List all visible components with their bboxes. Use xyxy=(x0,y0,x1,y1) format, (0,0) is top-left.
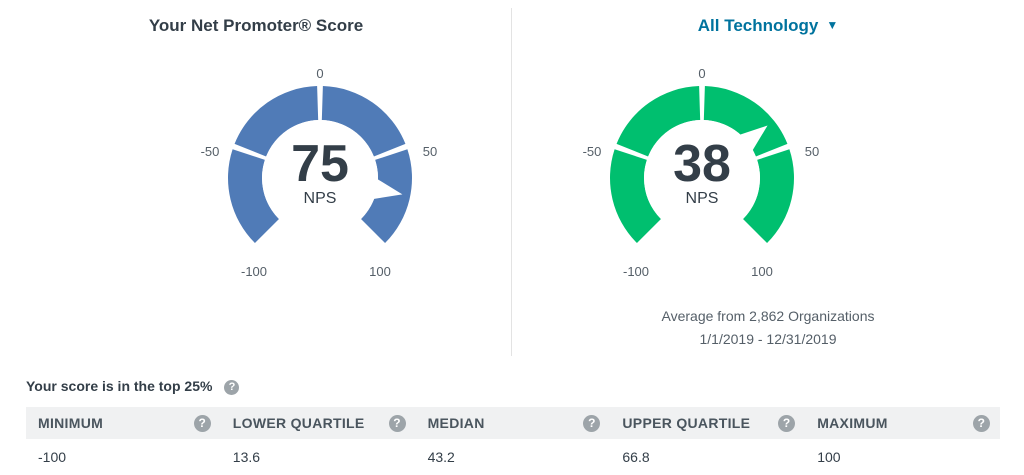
industry-dropdown-label: All Technology xyxy=(697,16,819,35)
gauge-tick-zero: 0 xyxy=(316,66,324,81)
header-minimum: MINIMUM? xyxy=(26,407,221,439)
gauge-tick-min: -100 xyxy=(240,264,268,279)
benchmark-panel: All Technology ▼ 0 -50 50 -100 100 38 NPS… xyxy=(512,0,1024,360)
quartile-table: MINIMUM? LOWER QUARTILE? MEDIAN? UPPER Q… xyxy=(26,407,1000,475)
gauge-segment xyxy=(610,149,661,244)
question-icon[interactable]: ? xyxy=(973,415,990,432)
your-nps-panel: Your Net Promoter® Score 0 -50 50 -100 1… xyxy=(0,0,512,360)
question-icon[interactable]: ? xyxy=(193,415,211,432)
panel-divider xyxy=(511,8,512,356)
question-icon[interactable]: ? xyxy=(224,380,240,395)
benchmark-gauge: 0 -50 50 -100 100 38 NPS xyxy=(558,60,848,290)
gauge-tick-neg50: -50 xyxy=(200,144,220,159)
score-summary-text: Your score is in the top 25% xyxy=(26,378,213,394)
your-nps-title: Your Net Promoter® Score xyxy=(148,16,364,35)
date-range-text: 1/1/2019 - 12/31/2019 xyxy=(699,331,837,347)
table-row: -100 13.6 43.2 66.8 100 xyxy=(26,439,1000,475)
gauge-segment xyxy=(228,149,279,244)
your-nps-score: 75 xyxy=(291,135,349,193)
caret-down-icon: ▼ xyxy=(826,18,839,32)
gauge-tick-max: 100 xyxy=(369,264,391,279)
industry-dropdown[interactable]: All Technology ▼ xyxy=(512,16,1024,36)
value-maximum: 100 xyxy=(817,449,841,465)
gauge-segment xyxy=(703,86,788,157)
question-icon[interactable]: ? xyxy=(778,415,796,432)
gauge-segment xyxy=(743,149,794,244)
header-median: MEDIAN? xyxy=(415,407,611,439)
question-icon[interactable]: ? xyxy=(388,415,406,432)
your-nps-unit: NPS xyxy=(303,190,337,207)
gauge-tick-pos50: 50 xyxy=(804,144,820,159)
benchmark-gauge-chart xyxy=(610,86,794,244)
value-upper-quartile: 66.8 xyxy=(622,449,650,465)
your-nps-gauge-chart xyxy=(228,86,412,244)
header-lower-quartile: LOWER QUARTILE? xyxy=(220,407,416,439)
gauge-tick-neg50: -50 xyxy=(582,144,602,159)
value-minimum: -100 xyxy=(38,449,67,465)
benchmark-score: 38 xyxy=(673,135,731,193)
benchmark-unit: NPS xyxy=(685,190,719,207)
gauge-segment xyxy=(321,86,406,157)
gauge-tick-pos50: 50 xyxy=(422,144,438,159)
gauge-segment xyxy=(616,86,701,157)
your-nps-gauge: 0 -50 50 -100 100 75 NPS xyxy=(176,60,466,290)
value-lower-quartile: 13.6 xyxy=(232,449,261,465)
header-maximum: MAXIMUM? xyxy=(805,407,1000,439)
gauge-needle xyxy=(371,178,403,200)
gauge-segment xyxy=(234,86,319,157)
gauge-tick-zero: 0 xyxy=(698,66,706,81)
gauge-center xyxy=(262,120,378,236)
score-summary: Your score is in the top 25%? xyxy=(26,378,240,395)
header-upper-quartile: UPPER QUARTILE? xyxy=(610,407,806,439)
gauge-tick-max: 100 xyxy=(751,264,773,279)
gauge-needle xyxy=(738,125,768,152)
gauge-tick-min: -100 xyxy=(622,264,650,279)
gauge-center xyxy=(644,120,760,236)
average-organizations-text: Average from 2,862 Organizations xyxy=(661,308,875,324)
value-median: 43.2 xyxy=(427,449,455,465)
table-header-row: MINIMUM? LOWER QUARTILE? MEDIAN? UPPER Q… xyxy=(26,407,1000,439)
question-icon[interactable]: ? xyxy=(583,415,601,432)
